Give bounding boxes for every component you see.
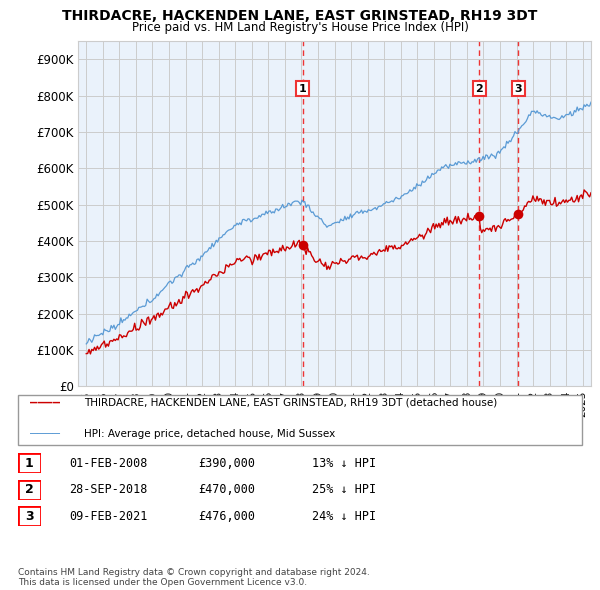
Text: 09-FEB-2021: 09-FEB-2021: [69, 510, 148, 523]
Text: THIRDACRE, HACKENDEN LANE, EAST GRINSTEAD, RH19 3DT: THIRDACRE, HACKENDEN LANE, EAST GRINSTEA…: [62, 9, 538, 23]
Text: Contains HM Land Registry data © Crown copyright and database right 2024.
This d: Contains HM Land Registry data © Crown c…: [18, 568, 370, 587]
Text: 01-FEB-2008: 01-FEB-2008: [69, 457, 148, 470]
Text: 3: 3: [514, 84, 522, 94]
Text: 1: 1: [299, 84, 307, 94]
Text: 2: 2: [475, 84, 483, 94]
Text: ————: ————: [30, 396, 60, 409]
Text: 1: 1: [25, 457, 34, 470]
Text: £390,000: £390,000: [198, 457, 255, 470]
Text: 2: 2: [25, 483, 34, 496]
Text: 28-SEP-2018: 28-SEP-2018: [69, 483, 148, 496]
Text: £476,000: £476,000: [198, 510, 255, 523]
Text: 24% ↓ HPI: 24% ↓ HPI: [312, 510, 376, 523]
Text: HPI: Average price, detached house, Mid Sussex: HPI: Average price, detached house, Mid …: [84, 429, 335, 438]
Text: 25% ↓ HPI: 25% ↓ HPI: [312, 483, 376, 496]
Text: 13% ↓ HPI: 13% ↓ HPI: [312, 457, 376, 470]
Text: Price paid vs. HM Land Registry's House Price Index (HPI): Price paid vs. HM Land Registry's House …: [131, 21, 469, 34]
Text: 3: 3: [25, 510, 34, 523]
Text: ————: ————: [30, 427, 60, 440]
Text: THIRDACRE, HACKENDEN LANE, EAST GRINSTEAD, RH19 3DT (detached house): THIRDACRE, HACKENDEN LANE, EAST GRINSTEA…: [84, 398, 497, 407]
Text: £470,000: £470,000: [198, 483, 255, 496]
